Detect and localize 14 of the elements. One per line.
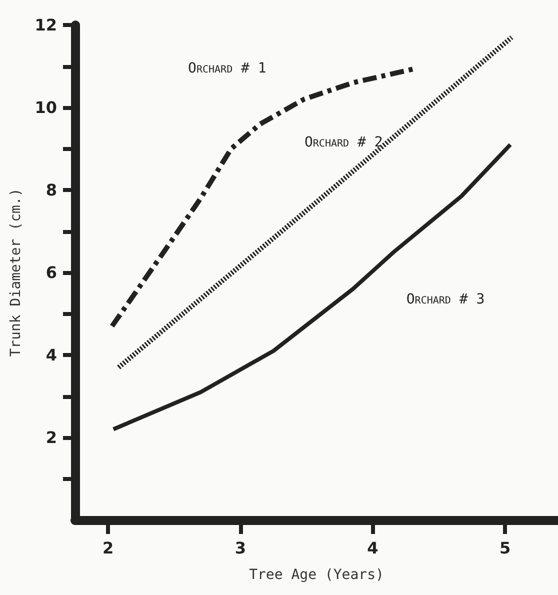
y-axis-title: Trunk Diameter (cm.): [8, 188, 24, 357]
y-tick-label: 8: [46, 180, 57, 200]
text: Orchard # 1: [188, 60, 266, 76]
x-tick-label: 2: [102, 538, 114, 558]
x-tick-label: 5: [500, 538, 511, 558]
y-tick-label: 6: [46, 263, 57, 282]
x-tick-label: 4: [367, 538, 378, 558]
x-tick-label: 3: [234, 538, 246, 558]
y-tick-label: 4: [46, 346, 57, 364]
y-tick-label: 10: [34, 98, 57, 117]
x-axis-title: Tree Age (Years): [249, 567, 384, 583]
y-tick-label: 2: [46, 428, 57, 447]
y-tick-label: 12: [34, 16, 57, 34]
text: Orchard # 3: [406, 291, 485, 308]
